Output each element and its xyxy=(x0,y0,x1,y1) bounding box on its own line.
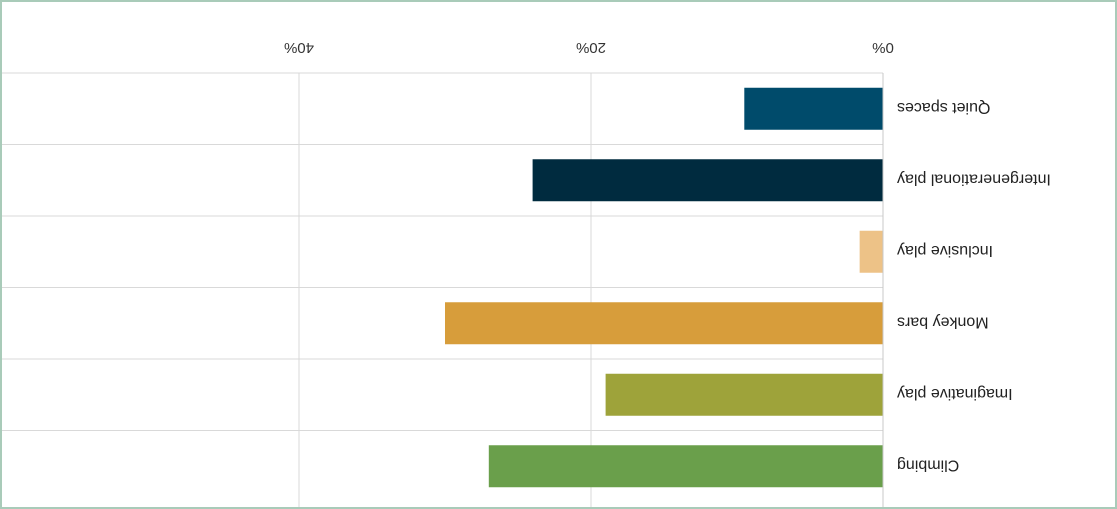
gridlines xyxy=(2,72,883,507)
category-label-monkey-bars: Monkey bars xyxy=(897,313,989,330)
category-label-intergenerational-play: Intergenerational play xyxy=(897,170,1051,187)
x-tick-label-0: 0% xyxy=(872,39,894,56)
bar-imaginative-play xyxy=(605,373,883,416)
bar-intergenerational-play xyxy=(532,159,883,202)
bar-quiet-spaces xyxy=(744,87,883,130)
category-labels: Climbing Imaginative play Monkey bars Inclu… xyxy=(897,99,1051,474)
bar-monkey-bars xyxy=(445,302,883,345)
category-label-quiet-spaces: Quiet spaces xyxy=(897,99,990,116)
axis: 0% 20% 40% xyxy=(284,39,894,507)
bar-inclusive-play xyxy=(859,230,883,273)
bar-climbing xyxy=(488,445,883,488)
x-tick-label-1: 20% xyxy=(576,39,606,56)
category-label-inclusive-play: Inclusive play xyxy=(897,242,993,259)
category-label-imaginative-play: Imaginative play xyxy=(897,385,1013,402)
bars xyxy=(445,87,883,488)
x-tick-label-2: 40% xyxy=(284,39,314,56)
category-label-climbing: Climbing xyxy=(897,456,959,473)
